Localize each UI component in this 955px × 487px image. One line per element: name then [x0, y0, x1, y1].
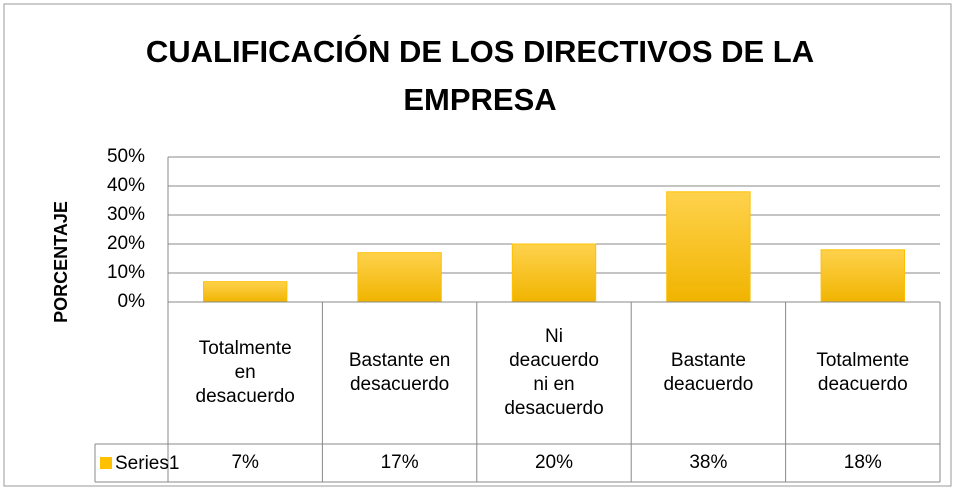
category-label: Bastante en desacuerdo: [346, 304, 454, 442]
data-table-value-text: 18%: [843, 452, 882, 473]
category-label-text: Totalmente deacuerdo: [816, 350, 910, 395]
category-label-text: Ni deacuerdo ni en desacuerdo: [504, 326, 604, 419]
y-tick-label: 30%: [107, 204, 145, 225]
data-table-value: 17%: [322, 444, 476, 482]
category-label-text: Totalmente en desacuerdo: [195, 338, 295, 407]
y-tick-label: 0%: [118, 291, 146, 312]
y-tick-label: 50%: [107, 146, 145, 167]
bar: [203, 281, 288, 303]
category-label: Bastante deacuerdo: [654, 304, 762, 442]
category-label-text: Bastante en desacuerdo: [348, 350, 451, 395]
y-tick-label: 20%: [107, 233, 145, 254]
data-table-value-text: 38%: [689, 452, 728, 473]
chart-border: [3, 3, 952, 487]
y-axis-label: PORCENTAJE: [51, 201, 71, 323]
y-tick-label: 10%: [107, 262, 145, 283]
bar: [820, 249, 905, 303]
y-tick-label: 40%: [107, 175, 145, 196]
category-label: Ni deacuerdo ni en desacuerdo: [500, 304, 608, 442]
category-label: Totalmente deacuerdo: [809, 304, 917, 442]
data-table-value: 18%: [786, 444, 940, 482]
legend-label: Series1: [115, 453, 179, 474]
category-label-text: Bastante deacuerdo: [663, 350, 754, 395]
bar: [666, 191, 751, 303]
data-table-value-text: 7%: [231, 452, 259, 473]
data-table-value-text: 20%: [534, 452, 573, 473]
legend-swatch: [100, 457, 112, 469]
data-table-value: 20%: [477, 444, 631, 482]
data-table-value: 38%: [631, 444, 785, 482]
bar: [357, 252, 442, 303]
bar: [511, 243, 597, 303]
category-label: Totalmente en desacuerdo: [191, 304, 299, 442]
data-table-value-text: 17%: [380, 452, 419, 473]
chart-title: CUALIFICACIÓN DE LOS DIRECTIVOS DE LA EM…: [145, 33, 815, 117]
data-table-value: 7%: [168, 444, 322, 482]
